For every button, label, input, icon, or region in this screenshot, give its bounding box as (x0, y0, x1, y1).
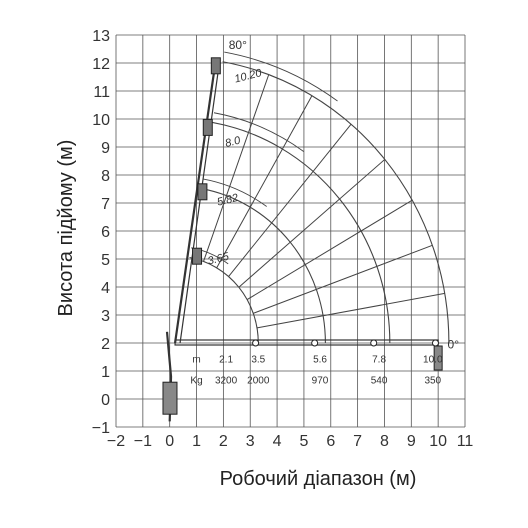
angle-ray (246, 199, 413, 301)
x-tick-label: 4 (273, 433, 282, 450)
y-tick-label: 2 (101, 336, 110, 353)
boom-raised (173, 62, 217, 344)
reach-value: 10.0 (423, 355, 443, 366)
boom-joint (311, 339, 319, 347)
x-tick-label: −1 (134, 433, 152, 450)
y-tick-label: −1 (92, 420, 110, 437)
angle-ray (228, 123, 352, 277)
load-value: 970 (312, 376, 329, 387)
reach-arc-outer (213, 112, 304, 152)
grid-lines (115, 34, 466, 428)
angle-rays (203, 74, 445, 329)
angle-label-0: 0° (448, 338, 460, 352)
load-unit-label: Kg (190, 376, 202, 387)
reach-arc-outer (202, 178, 267, 207)
boom-joint (431, 339, 439, 347)
x-tick-label: 6 (326, 433, 335, 450)
y-tick-label: 10 (92, 112, 110, 129)
y-tick-label: 11 (93, 84, 110, 101)
angle-ray (238, 159, 386, 288)
x-axis-label: Робочий діапазон (м) (220, 468, 417, 490)
x-tick-label: 3 (246, 433, 255, 450)
reach-arc (189, 256, 259, 344)
crane-boom (162, 57, 443, 422)
boom-section-marker (202, 118, 213, 136)
load-table: m Kg 2.1 3.5 5.6 7.8 10.0 3200 2000 970 540 350 (190, 355, 443, 387)
reach-value: 3.5 (251, 355, 265, 366)
y-tick-label: 3 (101, 308, 110, 325)
boom-horizontal (174, 339, 439, 346)
load-value: 2000 (247, 376, 270, 387)
reach-value: 5.6 (313, 355, 327, 366)
boom-length-label: 8.0 (224, 134, 243, 150)
boom-raised-edge (179, 62, 220, 344)
load-value: 540 (371, 376, 388, 387)
boom-section-marker (210, 57, 221, 75)
y-tick-label: 6 (101, 224, 110, 241)
boom-section-marker (192, 247, 203, 265)
x-tick-label: 8 (380, 433, 389, 450)
y-tick-label: 1 (101, 364, 110, 381)
x-tick-label: 11 (457, 433, 474, 450)
angle-label-80: 80° (229, 38, 247, 52)
crane-base (162, 381, 178, 415)
y-tick-label: 5 (101, 252, 110, 269)
angle-ray (203, 74, 270, 262)
x-tick-label: 5 (299, 433, 308, 450)
y-tick-label: 12 (92, 56, 110, 73)
load-value: 350 (424, 376, 441, 387)
y-tick-label: 4 (101, 280, 110, 297)
load-value: 3200 (215, 376, 238, 387)
angle-ray (216, 95, 313, 269)
boom-section-marker (197, 183, 208, 201)
boom-joint (252, 339, 260, 347)
y-tick-label: 0 (101, 392, 110, 409)
y-tick-label: 13 (92, 28, 110, 45)
boom-length-label: 3.65 (206, 250, 231, 267)
y-tick-label: 9 (101, 140, 110, 157)
x-tick-label: −2 (107, 433, 125, 450)
x-tick-label: 1 (192, 433, 201, 450)
boom-length-labels: 10.20 8.0 5.82 3.65 (206, 67, 263, 268)
angle-ray (256, 292, 445, 329)
x-tick-label: 10 (429, 433, 447, 450)
y-tick-label: 7 (101, 196, 110, 213)
x-tick-label: 2 (219, 433, 228, 450)
boom-length-label: 5.82 (216, 192, 240, 209)
angle-ray (253, 244, 433, 314)
x-tick-label: 7 (353, 433, 362, 450)
y-axis-label: Висота підйому (м) (55, 140, 77, 317)
x-tick-labels: −2 −1 0 1 2 3 4 5 6 7 8 9 10 11 (107, 433, 474, 450)
boom-joint (370, 339, 378, 347)
reach-arc-outer (224, 51, 338, 102)
boom-length-label: 10.20 (233, 67, 263, 86)
hook-block (433, 345, 443, 371)
reach-unit-label: m (192, 355, 200, 366)
y-tick-label: 8 (101, 168, 110, 185)
x-tick-label: 0 (165, 433, 174, 450)
reach-value: 7.8 (372, 355, 386, 366)
x-tick-label: 9 (407, 433, 416, 450)
reach-value: 2.1 (219, 355, 233, 366)
